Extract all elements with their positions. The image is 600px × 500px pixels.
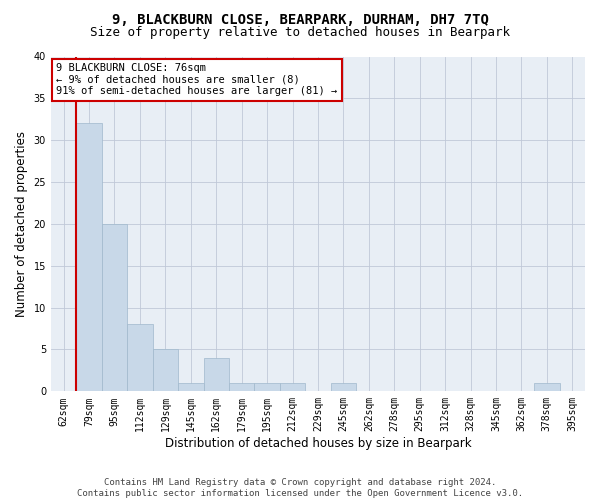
- Bar: [203, 358, 229, 392]
- Bar: [254, 383, 280, 392]
- Bar: [76, 124, 102, 392]
- Bar: [280, 383, 305, 392]
- Y-axis label: Number of detached properties: Number of detached properties: [15, 131, 28, 317]
- Bar: [102, 224, 127, 392]
- Text: Contains HM Land Registry data © Crown copyright and database right 2024.
Contai: Contains HM Land Registry data © Crown c…: [77, 478, 523, 498]
- Bar: [331, 383, 356, 392]
- Text: 9 BLACKBURN CLOSE: 76sqm
← 9% of detached houses are smaller (8)
91% of semi-det: 9 BLACKBURN CLOSE: 76sqm ← 9% of detache…: [56, 63, 338, 96]
- Bar: [152, 350, 178, 392]
- Text: Size of property relative to detached houses in Bearpark: Size of property relative to detached ho…: [90, 26, 510, 39]
- X-axis label: Distribution of detached houses by size in Bearpark: Distribution of detached houses by size …: [164, 437, 471, 450]
- Text: 9, BLACKBURN CLOSE, BEARPARK, DURHAM, DH7 7TQ: 9, BLACKBURN CLOSE, BEARPARK, DURHAM, DH…: [112, 12, 488, 26]
- Bar: [127, 324, 152, 392]
- Bar: [178, 383, 203, 392]
- Bar: [534, 383, 560, 392]
- Bar: [229, 383, 254, 392]
